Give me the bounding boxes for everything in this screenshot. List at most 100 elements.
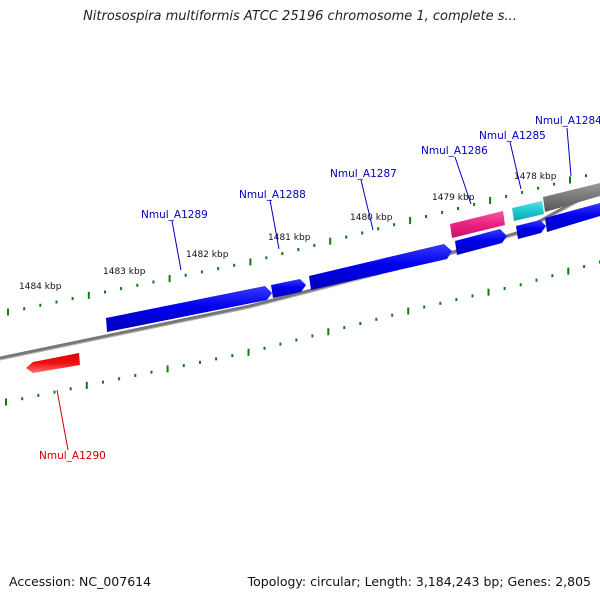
gene-arrow-small-blue[interactable] [516, 220, 546, 239]
inner-ruler-minor-tick [503, 287, 506, 290]
gene-arrow-nmul-a1290[interactable] [26, 353, 80, 373]
inner-ruler-major-tick [247, 348, 250, 356]
inner-ruler-minor-tick [423, 305, 426, 309]
leader-nmul-a1290 [56, 389, 69, 451]
inner-ruler-minor-tick [391, 313, 394, 317]
topology-text: Topology: circular; Length: 3,184,243 bp… [247, 574, 591, 589]
outer-ruler-minor-tick [120, 287, 123, 291]
outer-ruler-minor-tick [585, 174, 587, 178]
gene-label-nmul-a1290[interactable]: Nmul_A1290 [39, 450, 106, 462]
inner-ruler-minor-tick [279, 342, 282, 346]
outer-ruler-minor-tick [152, 280, 155, 284]
gene-arrow-nmul-a1288[interactable] [271, 279, 306, 298]
inner-ruler-major-tick [85, 381, 88, 389]
outer-ruler-minor-tick [425, 215, 428, 218]
inner-ruler-minor-tick [583, 265, 586, 269]
outer-ruler-minor-tick [233, 263, 236, 267]
inner-ruler-major-tick [166, 365, 169, 373]
gene-label-leaders [56, 127, 572, 451]
leader-nmul-a1287 [360, 179, 374, 231]
inner-ruler-minor-tick [21, 397, 24, 401]
outer-ruler-minor-tick [313, 243, 316, 247]
leader-nmul-a1284 [566, 127, 572, 177]
outer-ruler-major-tick [569, 176, 571, 184]
inner-ruler-minor-tick [134, 374, 137, 377]
inner-ruler-minor-tick [102, 380, 104, 384]
inner-ruler-major-tick [5, 398, 7, 406]
ruler-label-1478: 1478 kbp [514, 172, 557, 182]
inner-ruler-minor-tick [375, 317, 378, 321]
inner-ruler-minor-tick [311, 334, 314, 338]
gene-label-nmul-a1286[interactable]: Nmul_A1286 [421, 145, 488, 157]
inner-ruler-minor-tick [551, 274, 554, 278]
outer-ruler-minor-tick [473, 203, 476, 206]
outer-ruler-minor-tick [537, 186, 540, 190]
map-title: Nitrosospira multiformis ATCC 25196 chro… [83, 9, 517, 24]
inner-ruler-minor-tick [519, 283, 522, 287]
inner-ruler-minor-tick [471, 294, 474, 298]
inner-ruler-minor-tick [231, 354, 234, 358]
outer-ruler-minor-tick [71, 297, 74, 301]
ruler-label-1480: 1480 kbp [350, 213, 393, 223]
gene-label-nmul-a1284[interactable]: Nmul_A1284 [535, 115, 600, 127]
outer-ruler-minor-tick [521, 190, 524, 194]
outer-ruler [7, 174, 587, 316]
inner-ruler-minor-tick [439, 301, 442, 305]
outer-ruler-minor-tick [505, 195, 508, 198]
gene-label-nmul-a1289[interactable]: Nmul_A1289 [141, 209, 208, 221]
leader-nmul-a1286 [454, 156, 472, 205]
gene-label-nmul-a1285[interactable]: Nmul_A1285 [479, 130, 546, 142]
outer-ruler-minor-tick [184, 273, 187, 277]
accession-text: Accession: NC_007614 [9, 574, 152, 589]
gene-label-nmul-a1287[interactable]: Nmul_A1287 [330, 168, 397, 180]
outer-ruler-minor-tick [457, 207, 460, 210]
inner-ruler-minor-tick [359, 322, 362, 325]
chromosome-backbone [0, 186, 600, 360]
gene-arrow-nmul-a1287b[interactable] [455, 229, 507, 255]
inner-ruler-minor-tick [118, 377, 121, 381]
outer-ruler-minor-tick [553, 182, 556, 186]
outer-ruler-minor-tick [23, 307, 26, 311]
gene-label-nmul-a1288[interactable]: Nmul_A1288 [239, 189, 306, 201]
gene-arrow-nmul-a1284[interactable] [545, 203, 600, 232]
inner-ruler-minor-tick [37, 393, 40, 397]
inner-ruler-minor-tick [263, 346, 266, 350]
outer-ruler-minor-tick [200, 270, 203, 274]
outer-ruler-minor-tick [104, 290, 106, 294]
outer-ruler-minor-tick [297, 248, 300, 251]
outer-ruler-minor-tick [136, 283, 139, 287]
leader-nmul-a1285 [509, 141, 522, 190]
gene-arrow-nmul-a1289[interactable] [106, 286, 272, 332]
inner-ruler-major-tick [487, 288, 490, 296]
gene-labels: Nmul_A1284 Nmul_A1285 Nmul_A1286 Nmul_A1… [39, 115, 600, 462]
ruler-label-1484: 1484 kbp [19, 282, 62, 292]
inner-ruler-major-tick [327, 328, 330, 336]
outer-ruler-major-tick [409, 217, 412, 225]
inner-ruler-minor-tick [343, 326, 346, 330]
gene-arrow-nmul-a1286[interactable] [450, 211, 505, 238]
outer-ruler-major-tick [249, 258, 252, 266]
gene-arrow-nmul-a1285[interactable] [512, 201, 544, 221]
outer-ruler-minor-tick [361, 231, 364, 235]
outer-ruler-major-tick [7, 308, 9, 316]
outer-ruler-major-tick [168, 275, 171, 283]
gene-arrow-nmul-a1287[interactable] [309, 244, 452, 290]
inner-ruler-minor-tick [199, 360, 201, 364]
chromosome-backbone-shadow [0, 189, 600, 361]
outer-ruler-major-tick [329, 237, 332, 245]
gene-arrow-gray[interactable] [543, 183, 600, 212]
ruler-label-1479: 1479 kbp [432, 193, 475, 203]
ruler-label-1483: 1483 kbp [103, 267, 146, 277]
outer-ruler-major-tick [87, 291, 90, 299]
inner-ruler-minor-tick [53, 390, 56, 394]
ruler-label-1481: 1481 kbp [268, 233, 311, 243]
outer-ruler-minor-tick [393, 223, 396, 227]
leader-nmul-a1289 [171, 220, 182, 271]
outer-ruler-minor-tick [441, 211, 444, 214]
ruler-labels: 1484 kbp 1483 kbp 1482 kbp 1481 kbp 1480… [19, 172, 557, 292]
inner-ruler-major-tick [567, 267, 570, 275]
outer-ruler-minor-tick [281, 252, 284, 256]
inner-ruler-minor-tick [295, 338, 298, 342]
inner-ruler-minor-tick [69, 387, 72, 391]
